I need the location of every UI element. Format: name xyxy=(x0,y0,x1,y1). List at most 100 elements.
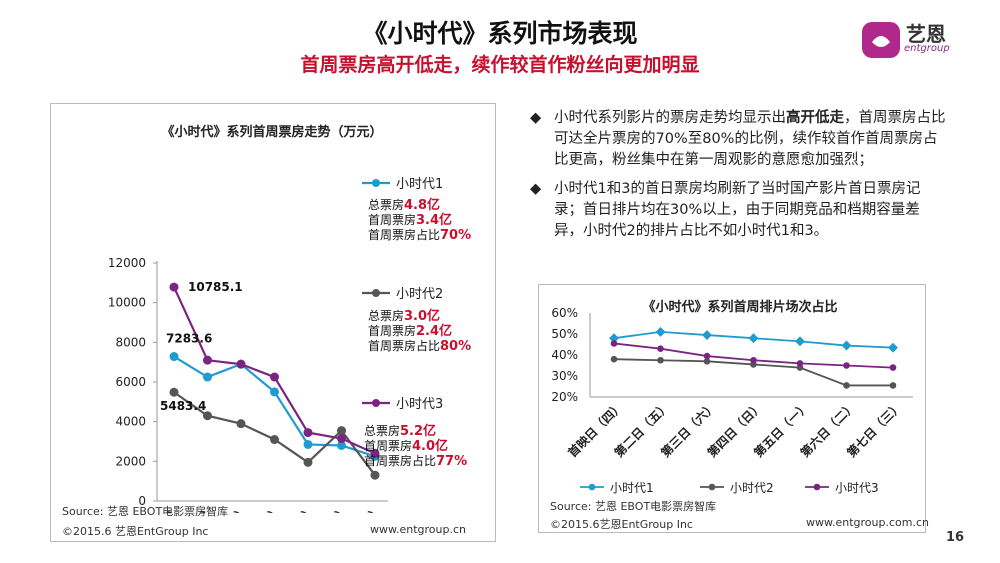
y-tick-label: 0 xyxy=(138,494,146,508)
data-point xyxy=(270,372,279,382)
right-chart-panel xyxy=(538,284,926,533)
legend-1-v1: 4.8亿 xyxy=(404,198,441,213)
legend-3-l3: 首周票房占比 xyxy=(364,454,437,468)
data-point xyxy=(203,372,212,382)
y-tick-label: 50% xyxy=(551,327,578,341)
legend-1-l3: 首周票房占比 xyxy=(368,228,441,242)
legend-marker-3 xyxy=(813,483,821,491)
y-tick-label: 20% xyxy=(551,390,578,404)
bullet-1-bold: 高开低走 xyxy=(786,110,844,126)
data-label: 7283.6 xyxy=(166,332,212,346)
data-point xyxy=(702,330,712,340)
left-copyright: ©2015.6 艺恩EntGroup Inc xyxy=(62,525,209,538)
right-copyright: ©2015.6艺恩EntGroup Inc xyxy=(550,518,693,531)
y-tick-label: 2000 xyxy=(115,454,146,468)
data-point xyxy=(303,439,313,449)
legend-2-v3: 80% xyxy=(440,339,472,354)
legend-block-2: 总票房3.0亿 首周票房2.4亿 首周票房占比80% xyxy=(368,309,471,354)
legend-3-l1: 总票房 xyxy=(364,424,401,438)
data-point xyxy=(843,382,850,389)
y-tick-label: 40% xyxy=(551,348,578,362)
right-source: Source: 艺恩 EBOT电影票房智库 xyxy=(550,500,717,513)
bullet-list: ◆ 小时代系列影片的票房走势均显示出高开低走，首周票房占比可达全片票房的70%至… xyxy=(528,108,948,250)
data-point xyxy=(655,326,666,337)
data-point xyxy=(703,358,711,365)
data-point xyxy=(609,333,619,344)
logo-sub: entgroup xyxy=(904,43,950,54)
data-point xyxy=(610,340,618,347)
legend-2-v1: 3.0亿 xyxy=(404,309,441,324)
data-point xyxy=(270,435,279,445)
data-point xyxy=(843,362,850,369)
legend-block-3: 总票房5.2亿 首周票房4.0亿 首周票房占比77% xyxy=(364,424,467,469)
data-point xyxy=(889,382,897,389)
bullet-2: ◆ 小时代1和3的首日票房均刷新了当时国产影片首日票房记录；首日排片均在30%以… xyxy=(528,179,948,242)
legend-marker-2 xyxy=(708,483,716,491)
bullet-1: ◆ 小时代系列影片的票房走势均显示出高开低走，首周票房占比可达全片票房的70%至… xyxy=(528,108,948,171)
legend-2-l2: 首周票房 xyxy=(368,324,417,338)
legend-2-l1: 总票房 xyxy=(368,309,405,323)
left-chart: 《小时代》系列首周票房走势（万元） 0 2000 4000 6000 8000 10000 1… xyxy=(108,124,443,513)
entgroup-logo-icon xyxy=(862,22,900,58)
bullet-2-pre: 小时代1和3的首日票房均刷新了当时国产影片首日票房记录；首日排片均在30%以上，… xyxy=(554,181,921,239)
data-point xyxy=(169,387,179,397)
legend-marker-1 xyxy=(372,179,380,187)
data-point xyxy=(337,440,346,450)
data-point xyxy=(337,434,346,444)
diamond-bullet-icon: ◆ xyxy=(530,110,542,126)
legend-marker-2 xyxy=(372,289,380,297)
legend-3-v1: 5.2亿 xyxy=(400,424,437,439)
legend-block-1: 总票房4.8亿 首周票房3.4亿 首周票房占比70% xyxy=(368,198,471,243)
legend-label-3: 小时代3 xyxy=(396,397,443,412)
legend-label-3: 小时代3 xyxy=(835,481,879,495)
y-tick-label: 8000 xyxy=(115,335,146,349)
right-chart: 《小时代》系列首周排片场次占比20%30%40%50%60%首映日（四）第二日（… xyxy=(551,299,913,495)
legend-1-v2: 3.4亿 xyxy=(416,213,453,228)
data-point xyxy=(748,333,759,344)
data-point xyxy=(337,426,346,436)
data-point xyxy=(796,360,804,367)
data-point xyxy=(370,470,380,480)
legend-2-l3: 首周票房占比 xyxy=(368,339,441,353)
legend-1-l2: 首周票房 xyxy=(368,213,417,227)
chart-title: 《小时代》系列首周排片场次占比 xyxy=(642,299,837,315)
legend-marker-1 xyxy=(588,483,596,491)
data-point xyxy=(657,356,664,364)
left-source: Source: 艺恩 EBOT电影票房智库 xyxy=(62,505,229,518)
data-point xyxy=(657,345,664,352)
data-label: 5483.4 xyxy=(160,399,206,413)
data-point xyxy=(236,359,246,369)
data-point xyxy=(795,336,805,347)
data-point xyxy=(236,419,246,429)
page-number: 16 xyxy=(946,530,965,545)
data-point xyxy=(841,340,852,351)
left-url[interactable]: www.entgroup.cn xyxy=(370,523,466,536)
bullet-1-post: ，首周票房占比可达全片票房的70%至80%的比例，续作较首作首周票房占比更高，粉… xyxy=(554,110,946,168)
data-label: 10785.1 xyxy=(188,280,243,294)
data-point xyxy=(270,387,279,397)
data-point xyxy=(750,356,757,364)
data-point xyxy=(370,448,380,458)
y-tick-label: 30% xyxy=(551,369,578,383)
data-point xyxy=(169,352,179,362)
page-title: 《小时代》系列市场表现 xyxy=(362,19,638,48)
y-tick-label: 60% xyxy=(551,306,578,320)
legend-3-l2: 首周票房 xyxy=(364,439,413,453)
chart-title: 《小时代》系列首周票房走势（万元） xyxy=(161,124,382,140)
data-point xyxy=(203,411,212,421)
right-url[interactable]: www.entgroup.com.cn xyxy=(806,516,929,529)
data-point xyxy=(303,457,313,467)
legend-label-2: 小时代2 xyxy=(396,287,443,302)
diamond-bullet-icon: ◆ xyxy=(530,181,542,197)
logo-name: 艺恩 xyxy=(906,22,946,46)
data-point xyxy=(889,364,897,371)
data-point xyxy=(888,342,898,353)
legend-3-v2: 4.0亿 xyxy=(412,439,449,454)
legend-label-1: 小时代1 xyxy=(396,177,443,192)
data-point xyxy=(169,282,179,292)
data-point xyxy=(203,355,212,365)
page-subtitle: 首周票房高开低走，续作较首作粉丝向更加明显 xyxy=(300,54,700,76)
legend-marker-3 xyxy=(372,399,380,407)
legend-label-2: 小时代2 xyxy=(730,481,774,495)
y-tick-label: 4000 xyxy=(115,415,146,429)
